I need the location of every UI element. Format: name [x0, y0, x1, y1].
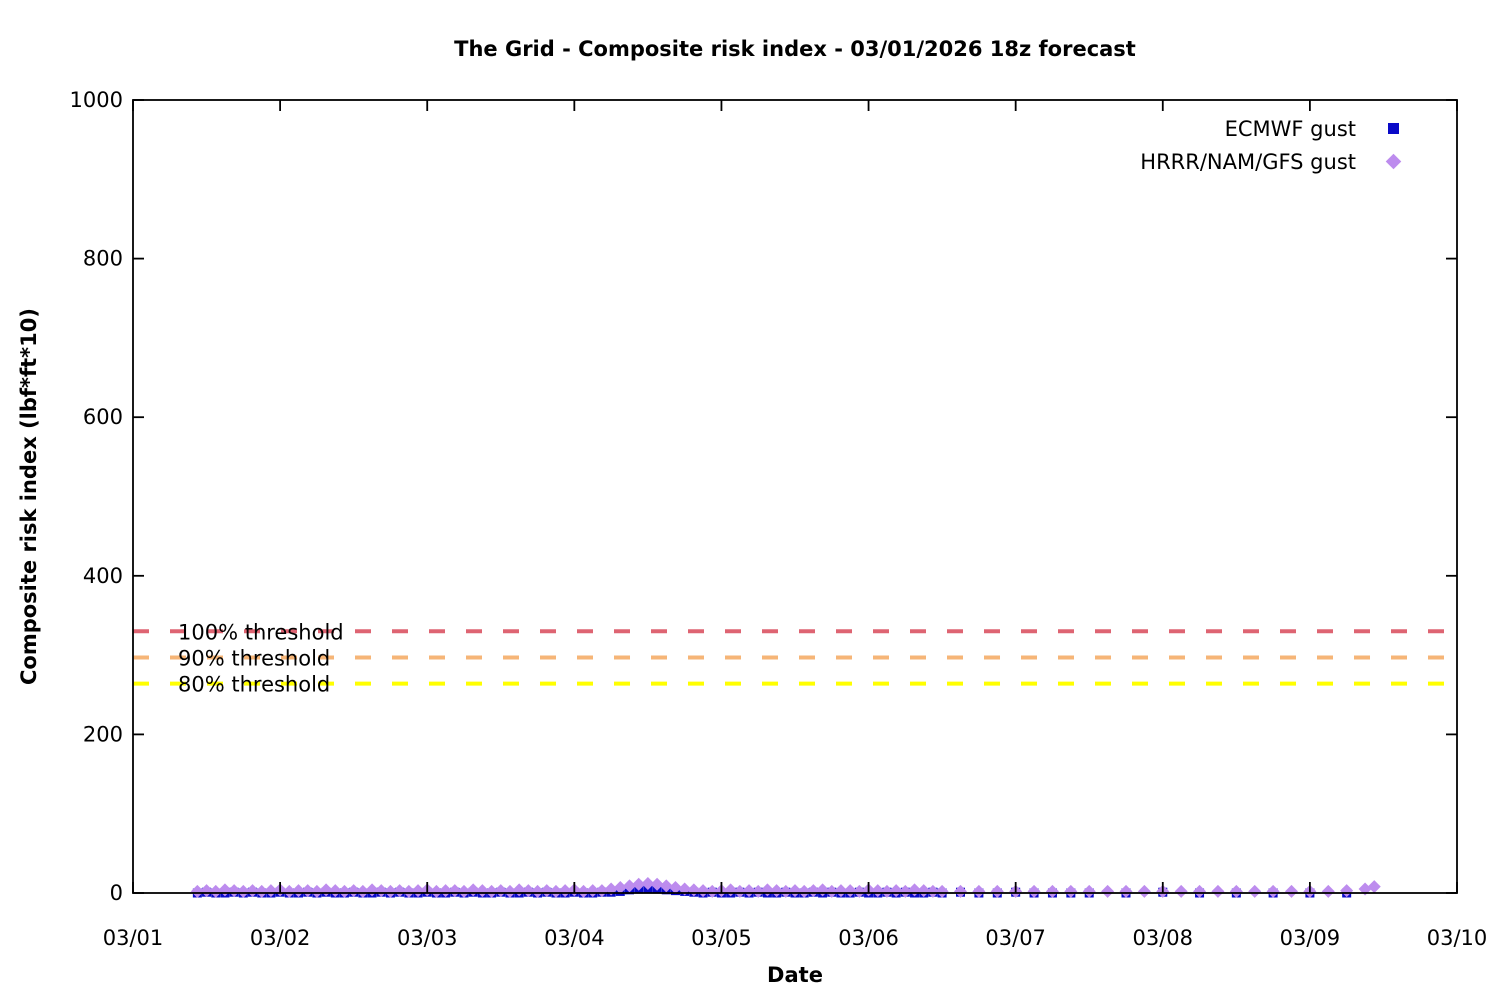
data-point-diamond: [954, 884, 967, 898]
data-point-diamond: [659, 879, 673, 893]
data-point-diamond: [1248, 884, 1262, 898]
plot-border: [132, 99, 1458, 894]
y-tick-label: 800: [83, 247, 123, 271]
data-point-diamond: [402, 884, 416, 898]
data-point-diamond: [898, 884, 912, 898]
x-tick-label: 03/08: [1133, 926, 1194, 950]
data-point-diamond: [668, 880, 682, 894]
x-tick-label: 03/01: [103, 926, 164, 950]
data-point-diamond: [356, 884, 370, 898]
y-tick-label: 200: [83, 722, 123, 746]
data-point-diamond: [429, 884, 443, 898]
data-point-diamond: [650, 877, 664, 891]
data-point-diamond: [779, 884, 793, 898]
data-point-diamond: [1082, 884, 1096, 898]
data-point-diamond: [972, 884, 986, 898]
threshold-label-100: 100% threshold: [178, 620, 344, 644]
data-point-diamond: [1321, 884, 1335, 898]
data-point-diamond: [926, 884, 940, 898]
data-point-diamond: [705, 884, 719, 898]
legend-label-ecmwf: ECMWF gust: [1224, 116, 1356, 141]
data-point-diamond: [632, 877, 646, 891]
data-point-diamond: [751, 884, 765, 898]
threshold-label-80: 80% threshold: [178, 673, 330, 697]
data-point-diamond: [623, 879, 636, 893]
blue-square-marker-icon: [1387, 123, 1399, 134]
x-tick-label: 03/07: [985, 926, 1046, 950]
data-point-diamond: [383, 884, 397, 898]
data-point-diamond: [1285, 884, 1298, 898]
x-tick-label: 03/09: [1280, 926, 1341, 950]
data-point-diamond: [1045, 884, 1059, 898]
data-point-diamond: [935, 884, 949, 898]
data-point-diamond: [209, 884, 223, 898]
x-tick-label: 03/04: [544, 926, 605, 950]
data-point-diamond: [880, 884, 894, 898]
y-tick-label: 1000: [70, 88, 123, 112]
data-point-diamond: [503, 884, 517, 898]
legend-marker-box: [1380, 153, 1406, 170]
data-point-diamond: [1101, 884, 1115, 898]
data-point-diamond: [531, 884, 545, 898]
x-tick-label: 03/10: [1427, 926, 1488, 950]
legend-label-hrrr: HRRR/NAM/GFS gust: [1140, 149, 1356, 174]
y-tick-label: 0: [110, 881, 123, 905]
x-tick-label: 03/02: [250, 926, 311, 950]
purple-diamond-marker-icon: [1385, 153, 1401, 170]
data-point-diamond: [1027, 884, 1041, 898]
data-point-diamond: [549, 884, 563, 898]
data-point-diamond: [255, 884, 269, 898]
data-point-diamond: [577, 884, 591, 898]
y-tick-label: 600: [83, 405, 123, 429]
threshold-label-90: 90% threshold: [178, 646, 330, 670]
data-point-diamond: [733, 884, 747, 898]
data-point-diamond: [236, 884, 250, 898]
data-point-diamond: [485, 884, 499, 898]
legend: ECMWF gust HRRR/NAM/GFS gust: [1140, 112, 1406, 178]
data-point-diamond: [1266, 884, 1280, 898]
data-point-diamond: [1229, 884, 1243, 898]
data-point-diamond: [190, 884, 204, 898]
y-tick-label: 400: [83, 564, 123, 588]
data-point-diamond: [1367, 880, 1381, 894]
data-point-diamond: [337, 884, 351, 898]
chart-title: The Grid - Composite risk index - 03/01/…: [454, 37, 1136, 61]
x-axis-title: Date: [767, 963, 823, 987]
x-tick-label: 03/06: [838, 926, 899, 950]
data-point-diamond: [641, 876, 655, 890]
data-point-diamond: [825, 884, 839, 898]
x-tick-label: 03/03: [397, 926, 458, 950]
x-tick-label: 03/05: [691, 926, 752, 950]
data-point-diamond: [1174, 884, 1188, 898]
data-point-diamond: [1193, 884, 1207, 898]
data-point-diamond: [1137, 884, 1151, 898]
data-point-diamond: [1119, 884, 1133, 898]
legend-marker-box: [1380, 121, 1406, 137]
data-point-diamond: [310, 884, 324, 898]
data-point-diamond: [613, 880, 627, 894]
data-point-diamond: [457, 884, 471, 898]
legend-entry-ecmwf: ECMWF gust: [1140, 112, 1406, 145]
data-point-diamond: [1064, 884, 1078, 898]
data-point-diamond: [1211, 884, 1225, 898]
data-point-diamond: [852, 884, 866, 898]
data-point-diamond: [282, 884, 296, 898]
data-point-diamond: [1340, 884, 1354, 898]
legend-entry-hrrr: HRRR/NAM/GFS gust: [1140, 145, 1406, 178]
data-point-diamond: [797, 884, 811, 898]
data-point-diamond: [990, 884, 1004, 898]
